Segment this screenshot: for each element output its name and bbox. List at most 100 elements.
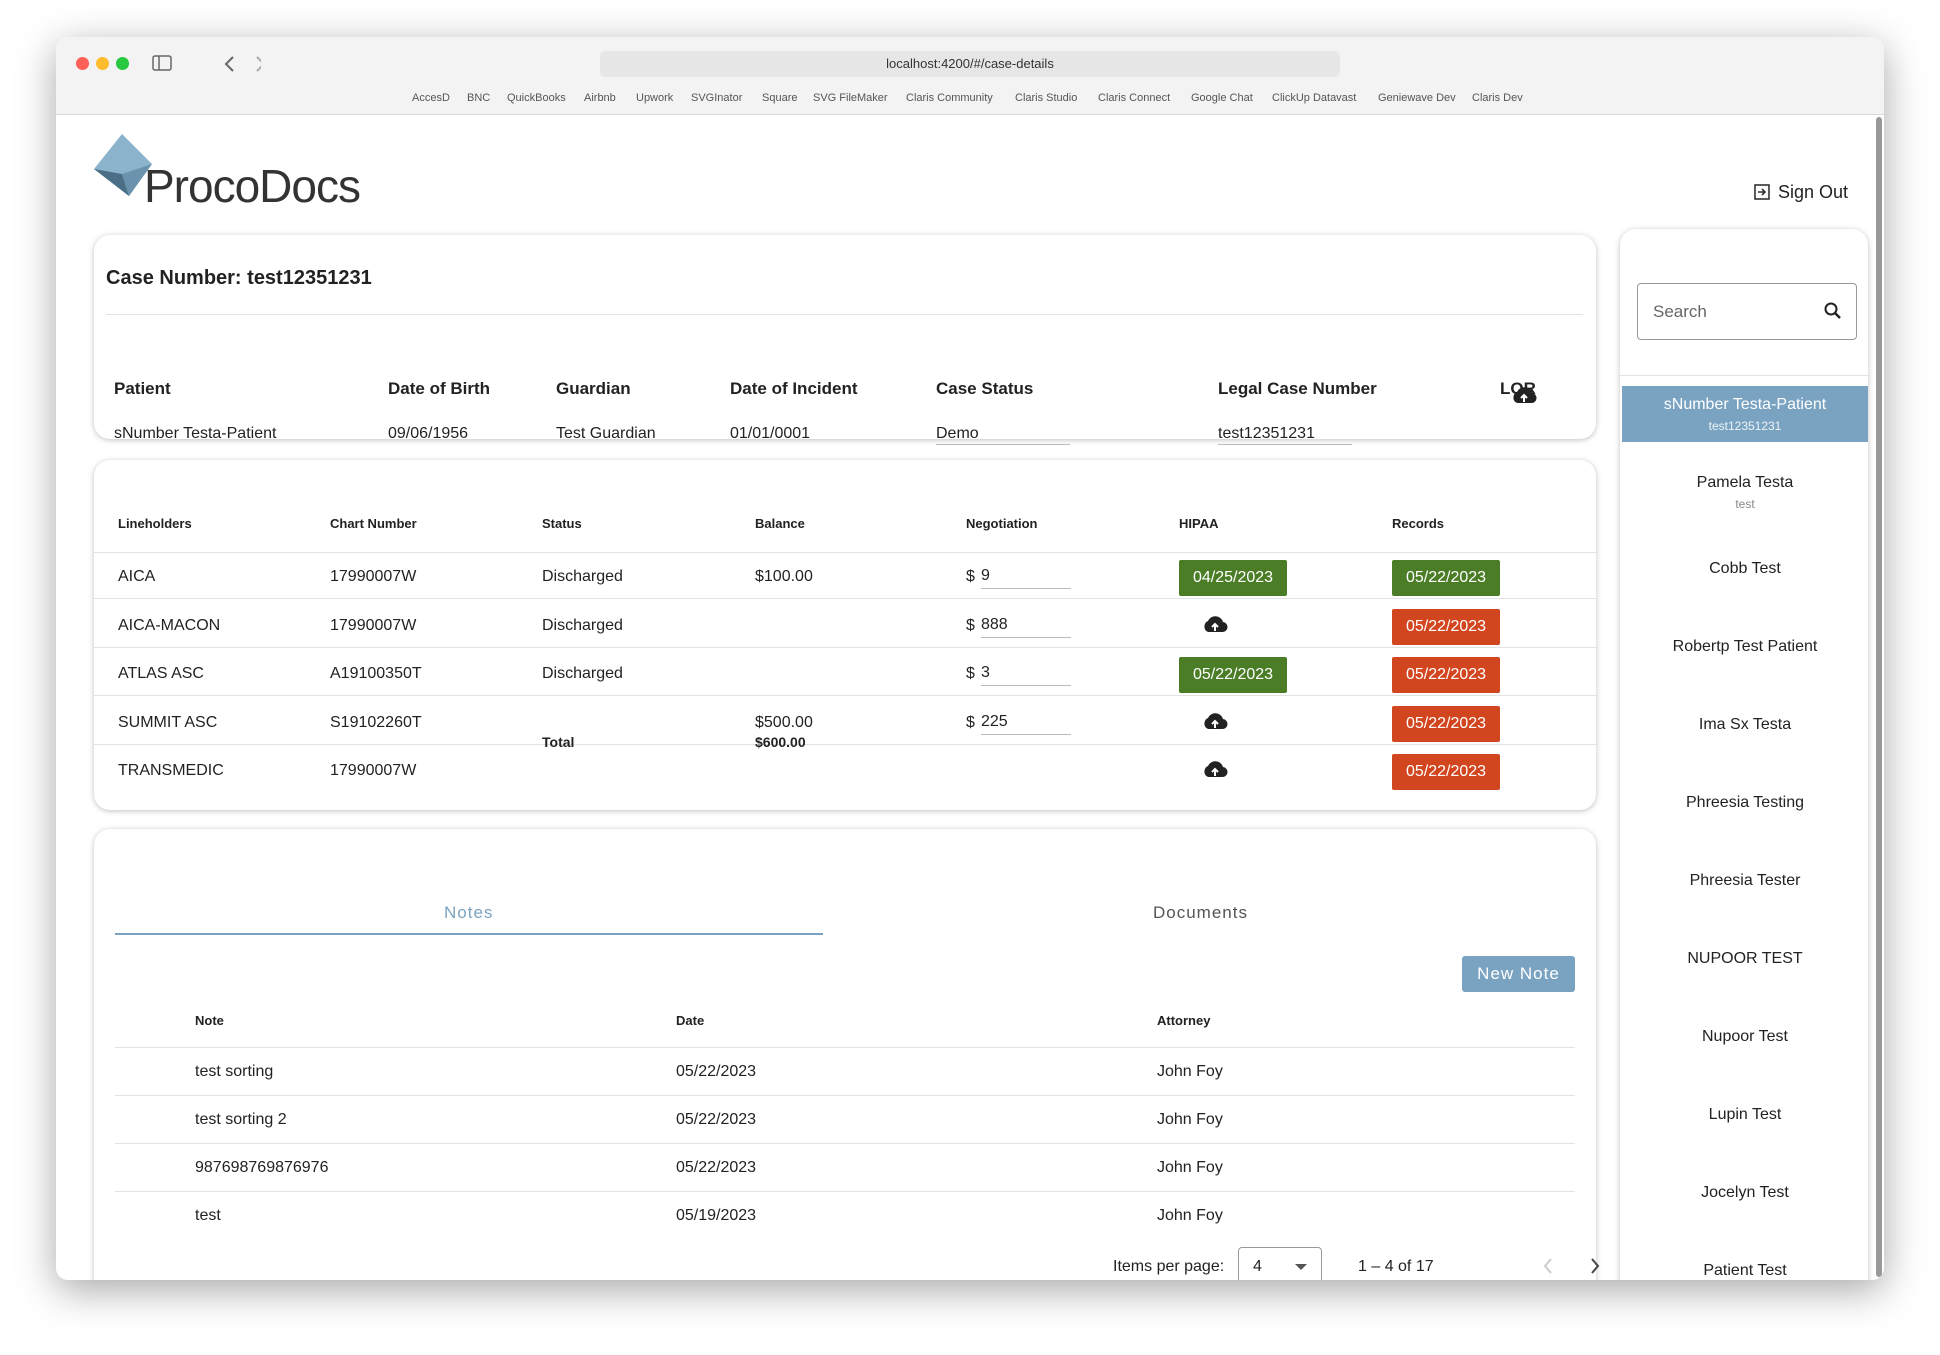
column-header: Negotiation <box>966 516 1038 531</box>
tab-documents[interactable]: Documents <box>1153 903 1248 922</box>
bookmark[interactable]: SVGInator <box>691 92 743 104</box>
note-cell: test <box>195 1207 221 1224</box>
tab-notes[interactable]: Notes <box>444 903 494 922</box>
upload-icon[interactable] <box>1202 712 1228 732</box>
bookmark[interactable]: Claris Connect <box>1098 92 1171 104</box>
upload-icon[interactable] <box>1202 760 1228 780</box>
patient-item[interactable]: Patient Test <box>1622 1244 1868 1280</box>
patient-item[interactable]: Cobb Test <box>1622 542 1868 598</box>
lineholder-name: AICA <box>118 568 156 585</box>
upload-icon[interactable] <box>1202 615 1228 635</box>
page-size: 4 <box>1253 1258 1262 1275</box>
input-underline <box>981 733 1071 735</box>
patient-name: Nupoor Test <box>1702 1028 1788 1045</box>
balance: $100.00 <box>755 568 813 585</box>
lineholder-name: AICA-MACON <box>118 616 221 634</box>
bookmark[interactable]: Claris Dev <box>1472 92 1523 104</box>
case-value: 01/01/0001 <box>730 425 811 442</box>
minimize-button[interactable] <box>96 57 109 70</box>
patient-item[interactable]: Pamela Testa test <box>1622 464 1868 520</box>
patient-name: NUPOOR TEST <box>1687 950 1803 967</box>
column-header: Attorney <box>1157 1013 1211 1028</box>
divider <box>94 598 1596 599</box>
patient-sub: test <box>1735 497 1755 511</box>
patient-name: Robertp Test Patient <box>1672 638 1818 655</box>
column-header: Case Status <box>936 379 1034 398</box>
divider <box>106 314 1583 315</box>
input-underline <box>936 444 1070 445</box>
bookmark[interactable]: Claris Community <box>906 92 993 104</box>
column-header: Status <box>542 516 582 531</box>
next-page[interactable] <box>1589 1257 1601 1275</box>
column-header: Legal Case Number <box>1218 379 1377 398</box>
patient-name: Phreesia Testing <box>1686 794 1804 811</box>
total-label: Total <box>542 734 575 750</box>
new-note-button[interactable]: New Note <box>1462 956 1575 992</box>
negotiation-input[interactable]: 9 <box>981 567 990 584</box>
sign-out[interactable]: Sign Out <box>1778 182 1849 202</box>
note-cell: John Foy <box>1157 1111 1223 1128</box>
status: Discharged <box>542 568 623 585</box>
bookmark[interactable]: Upwork <box>636 92 674 104</box>
negotiation-input[interactable]: 3 <box>981 664 990 681</box>
patient-item[interactable]: Phreesia Testing <box>1622 776 1868 832</box>
address-bar[interactable]: localhost:4200/#/case-details <box>600 51 1340 77</box>
records-badge[interactable]: 05/22/2023 <box>1392 560 1500 596</box>
bookmark[interactable]: SVG FileMaker <box>813 92 888 104</box>
chart-number: A19100350T <box>330 665 422 682</box>
patient-name: Cobb Test <box>1709 560 1781 577</box>
page-range: 1 – 4 of 17 <box>1358 1258 1434 1275</box>
browser-window: localhost:4200/#/case-details AccesD BNC Q… <box>56 37 1884 1280</box>
bookmark[interactable]: AccesD <box>412 92 450 104</box>
bookmark[interactable]: QuickBooks <box>507 92 566 104</box>
divider <box>115 1143 1575 1144</box>
column-header: Date of Birth <box>388 379 490 398</box>
patient-name: Patient Test <box>1703 1262 1787 1279</box>
hipaa-badge[interactable]: 05/22/2023 <box>1179 657 1287 693</box>
patient-item[interactable]: Phreesia Tester <box>1622 854 1868 910</box>
patient-item[interactable]: Jocelyn Test <box>1622 1166 1868 1222</box>
dropdown-arrow <box>1295 1264 1307 1270</box>
close-button[interactable] <box>76 57 89 70</box>
case-value: Demo <box>936 425 979 442</box>
search-placeholder: Search <box>1653 302 1707 321</box>
patient-name: sNumber Testa-Patient <box>1663 396 1827 413</box>
records-badge[interactable]: 05/22/2023 <box>1392 608 1500 645</box>
lineholder-name: TRANSMEDIC <box>118 762 224 779</box>
patient-item[interactable]: NUPOOR TEST <box>1622 932 1868 988</box>
case-value: Test Guardian <box>556 425 656 442</box>
note-cell: John Foy <box>1157 1159 1223 1176</box>
patient-item[interactable]: Ima Sx Testa <box>1622 698 1868 754</box>
column-header: Date of Incident <box>730 379 858 398</box>
bookmark[interactable]: Claris Studio <box>1015 92 1078 104</box>
column-header: Records <box>1392 516 1445 531</box>
records-badge[interactable]: 05/22/2023 <box>1392 657 1500 693</box>
patient-item[interactable]: Lupin Test <box>1622 1088 1868 1144</box>
zoom-button[interactable] <box>116 57 129 70</box>
lor-upload-icon[interactable] <box>1511 386 1537 406</box>
bookmark[interactable]: Square <box>762 92 798 104</box>
case-title: Case Number: test12351231 <box>106 267 372 289</box>
tab-indicator <box>115 933 823 935</box>
patient-item[interactable]: sNumber Testa-Patient test12351231 <box>1622 386 1868 442</box>
input-underline <box>981 685 1071 686</box>
patient-item[interactable]: Nupoor Test <box>1622 1010 1868 1066</box>
logo-text: ProcoDocs <box>144 160 361 212</box>
records-badge[interactable]: 05/22/2023 <box>1392 754 1500 790</box>
bookmark[interactable]: BNC <box>467 92 491 104</box>
prev-page[interactable] <box>1542 1257 1554 1275</box>
logo-mark <box>94 134 152 196</box>
bookmark[interactable]: Geniewave Dev <box>1378 92 1456 104</box>
hipaa-badge[interactable]: 04/25/2023 <box>1179 560 1287 596</box>
search-box[interactable]: Search <box>1637 283 1857 340</box>
patient-item[interactable]: Robertp Test Patient <box>1622 620 1868 676</box>
bookmark[interactable]: Google Chat <box>1191 92 1253 104</box>
note-cell: 05/19/2023 <box>676 1207 757 1224</box>
bookmark[interactable]: ClickUp Datavast <box>1272 92 1357 104</box>
notes-card: Notes Documents New Note Items per page:… <box>94 829 1600 1280</box>
negotiation-input[interactable]: 225 <box>981 712 1008 730</box>
bookmark[interactable]: Airbnb <box>584 92 616 104</box>
negotiation-input[interactable]: 888 <box>981 615 1008 633</box>
page-size-select[interactable]: 4 <box>1238 1247 1322 1280</box>
records-badge[interactable]: 05/22/2023 <box>1392 705 1500 742</box>
